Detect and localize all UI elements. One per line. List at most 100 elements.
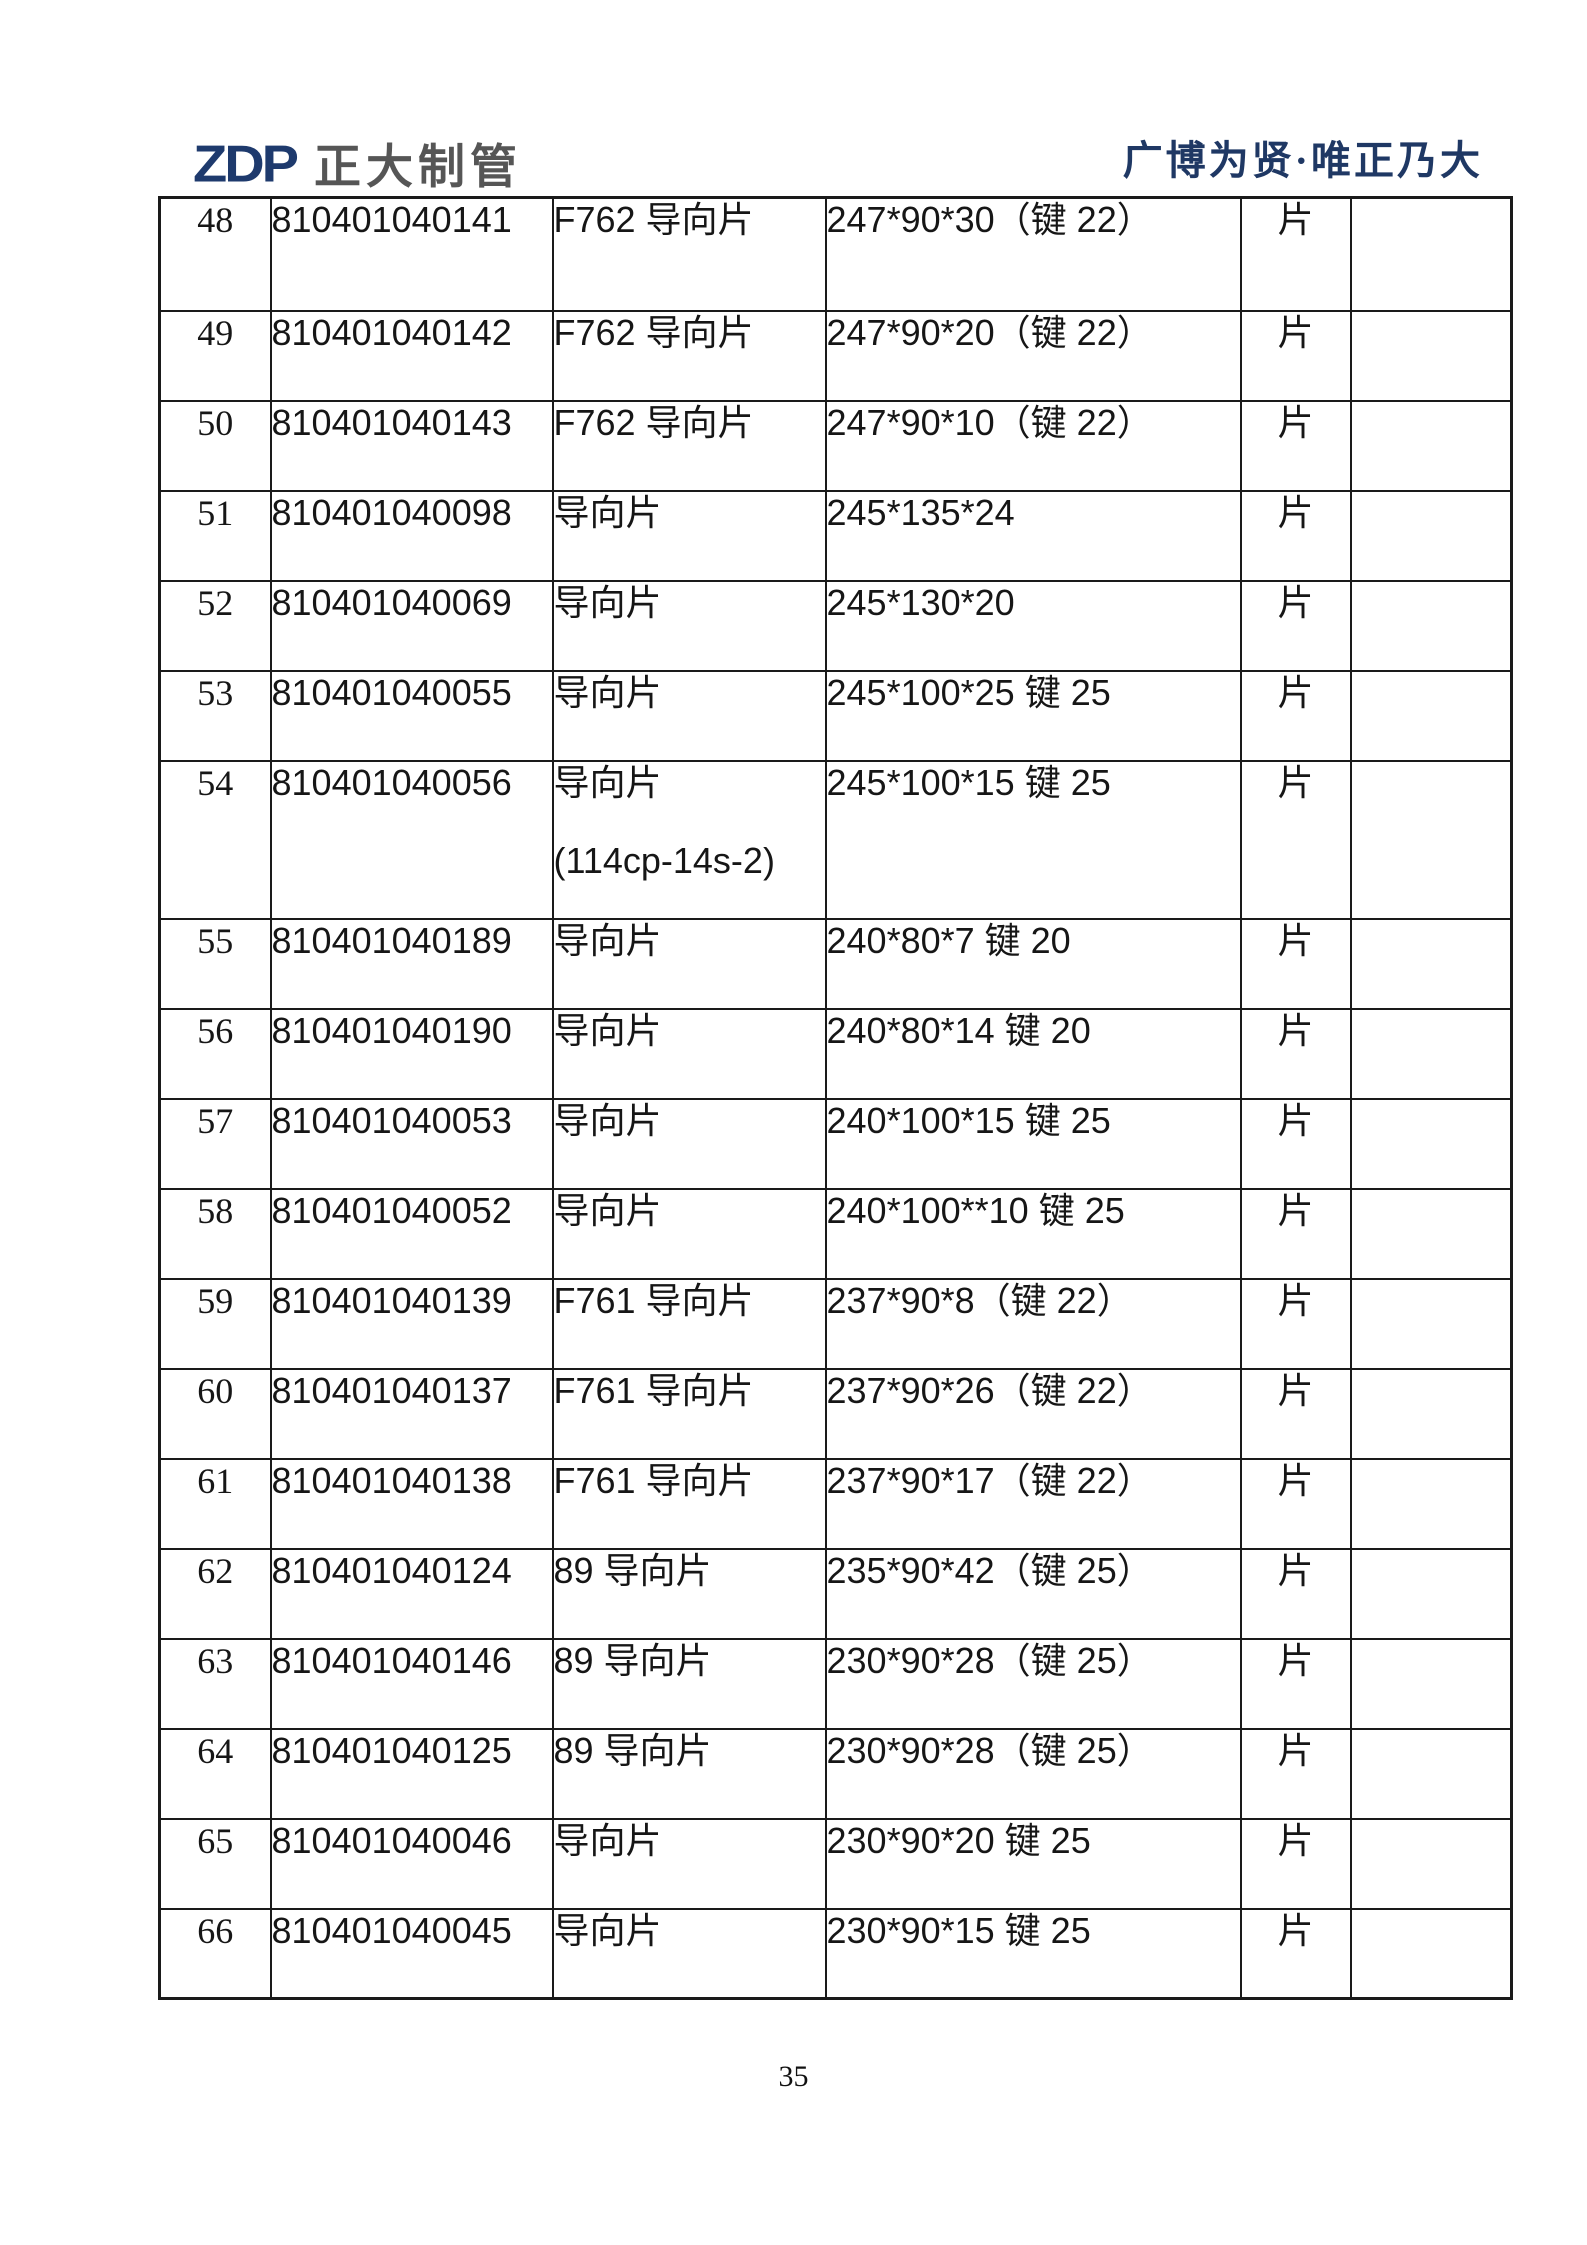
material-code-cell: 810401040139 — [269, 1277, 554, 1370]
row-number-cell: 60 — [158, 1367, 272, 1460]
material-name: F762 导向片 — [553, 311, 754, 353]
material-name-cell: 导向片 (114cp-14s-2) — [551, 759, 827, 920]
table-row: 49 810401040142 F762 导向片 247*90*20（键 22）… — [158, 309, 1513, 402]
specification-cell: 230*90*20 键 25 — [824, 1817, 1242, 1910]
remark-cell — [1349, 579, 1513, 672]
material-name: F762 导向片 — [553, 401, 754, 443]
material-code-cell: 810401040045 — [269, 1907, 554, 2000]
page-header: ZDP 正大制管 广博为贤·唯正乃大 — [0, 0, 1587, 196]
specification-cell: 245*135*24 — [824, 489, 1242, 582]
material-name-cell: 导向片 — [551, 1907, 827, 2000]
row-number-cell: 52 — [158, 579, 272, 672]
material-code-cell: 810401040053 — [269, 1097, 554, 1190]
parts-table: 48 810401040141 F762 导向片 247*90*30（键 22）… — [158, 196, 1513, 2000]
unit-cell: 片 — [1239, 1007, 1352, 1100]
material-name: 导向片 — [553, 581, 662, 623]
material-code-cell: 810401040046 — [269, 1817, 554, 1910]
company-logo: ZDP 正大制管 — [193, 136, 522, 192]
remark-cell — [1349, 1817, 1513, 1910]
material-code-cell: 810401040055 — [269, 669, 554, 762]
material-name-cell: F762 导向片 — [551, 196, 827, 312]
material-code-cell: 810401040069 — [269, 579, 554, 672]
specification-cell: 230*90*28（键 25） — [824, 1637, 1242, 1730]
table-row: 59 810401040139 F761 导向片 237*90*8（键 22） … — [158, 1277, 1513, 1370]
remark-cell — [1349, 759, 1513, 920]
remark-cell — [1349, 1637, 1513, 1730]
material-code-cell: 810401040146 — [269, 1637, 554, 1730]
specification-cell: 247*90*20（键 22） — [824, 309, 1242, 402]
table-row: 52 810401040069 导向片 245*130*20 片 — [158, 579, 1513, 672]
row-number-cell: 62 — [158, 1547, 272, 1640]
remark-cell — [1349, 309, 1513, 402]
material-name-cell: 导向片 — [551, 917, 827, 1010]
material-name-cell: F761 导向片 — [551, 1367, 827, 1460]
table-row: 58 810401040052 导向片 240*100**10 键 25 片 — [158, 1187, 1513, 1280]
remark-cell — [1349, 917, 1513, 1010]
material-name: 导向片 — [553, 671, 662, 713]
material-name: F761 导向片 — [553, 1369, 754, 1411]
row-number-cell: 56 — [158, 1007, 272, 1100]
remark-cell — [1349, 1457, 1513, 1550]
zdp-logo-icon: ZDP — [193, 134, 299, 193]
remark-cell — [1349, 196, 1513, 312]
remark-cell — [1349, 1277, 1513, 1370]
unit-cell: 片 — [1239, 579, 1352, 672]
unit-cell: 片 — [1239, 1637, 1352, 1730]
material-name-cell: 导向片 — [551, 1187, 827, 1280]
table-row: 60 810401040137 F761 导向片 237*90*26（键 22）… — [158, 1367, 1513, 1460]
material-name-cell: 89 导向片 — [551, 1727, 827, 1820]
specification-cell: 245*130*20 — [824, 579, 1242, 672]
material-name: F762 导向片 — [553, 199, 754, 241]
material-name-cell: 导向片 — [551, 1007, 827, 1100]
remark-cell — [1349, 399, 1513, 492]
unit-cell: 片 — [1239, 1097, 1352, 1190]
material-code-cell: 810401040190 — [269, 1007, 554, 1100]
unit-cell: 片 — [1239, 1187, 1352, 1280]
specification-cell: 240*80*14 键 20 — [824, 1007, 1242, 1100]
row-number-cell: 59 — [158, 1277, 272, 1370]
unit-cell: 片 — [1239, 196, 1352, 312]
table-row: 54 810401040056 导向片 (114cp-14s-2) 245*10… — [158, 759, 1513, 920]
company-name: 正大制管 — [314, 140, 522, 193]
material-code-cell: 810401040052 — [269, 1187, 554, 1280]
parts-table-body: 48 810401040141 F762 导向片 247*90*30（键 22）… — [158, 196, 1513, 2000]
table-row: 63 810401040146 89 导向片 230*90*28（键 25） 片 — [158, 1637, 1513, 1730]
material-code-cell: 810401040142 — [269, 309, 554, 402]
specification-cell: 230*90*28（键 25） — [824, 1727, 1242, 1820]
material-name: 导向片 — [553, 1909, 662, 1951]
specification-cell: 245*100*25 键 25 — [824, 669, 1242, 762]
table-row: 53 810401040055 导向片 245*100*25 键 25 片 — [158, 669, 1513, 762]
material-name: 导向片 — [553, 491, 662, 533]
unit-cell: 片 — [1239, 1907, 1352, 2000]
material-name: 89 导向片 — [553, 1549, 712, 1591]
material-name: 导向片 — [553, 1009, 662, 1051]
material-code-cell: 810401040143 — [269, 399, 554, 492]
unit-cell: 片 — [1239, 309, 1352, 402]
material-name-cell: 89 导向片 — [551, 1547, 827, 1640]
unit-cell: 片 — [1239, 759, 1352, 920]
remark-cell — [1349, 1547, 1513, 1640]
remark-cell — [1349, 1187, 1513, 1280]
material-code-cell: 810401040124 — [269, 1547, 554, 1640]
table-row: 51 810401040098 导向片 245*135*24 片 — [158, 489, 1513, 582]
table-row: 66 810401040045 导向片 230*90*15 键 25 片 — [158, 1907, 1513, 2000]
row-number-cell: 51 — [158, 489, 272, 582]
row-number-cell: 49 — [158, 309, 272, 402]
material-name: 89 导向片 — [553, 1639, 712, 1681]
material-code-cell: 810401040098 — [269, 489, 554, 582]
row-number-cell: 65 — [158, 1817, 272, 1910]
material-code-cell: 810401040137 — [269, 1367, 554, 1460]
specification-cell: 240*100**10 键 25 — [824, 1187, 1242, 1280]
table-row: 56 810401040190 导向片 240*80*14 键 20 片 — [158, 1007, 1513, 1100]
row-number-cell: 48 — [158, 196, 272, 312]
unit-cell: 片 — [1239, 669, 1352, 762]
remark-cell — [1349, 1367, 1513, 1460]
table-row: 65 810401040046 导向片 230*90*20 键 25 片 — [158, 1817, 1513, 1910]
company-tagline: 广博为贤·唯正乃大 — [1122, 138, 1483, 183]
remark-cell — [1349, 489, 1513, 582]
material-code-cell: 810401040125 — [269, 1727, 554, 1820]
row-number-cell: 64 — [158, 1727, 272, 1820]
unit-cell: 片 — [1239, 917, 1352, 1010]
material-name: F761 导向片 — [553, 1459, 754, 1501]
material-code-cell: 810401040189 — [269, 917, 554, 1010]
